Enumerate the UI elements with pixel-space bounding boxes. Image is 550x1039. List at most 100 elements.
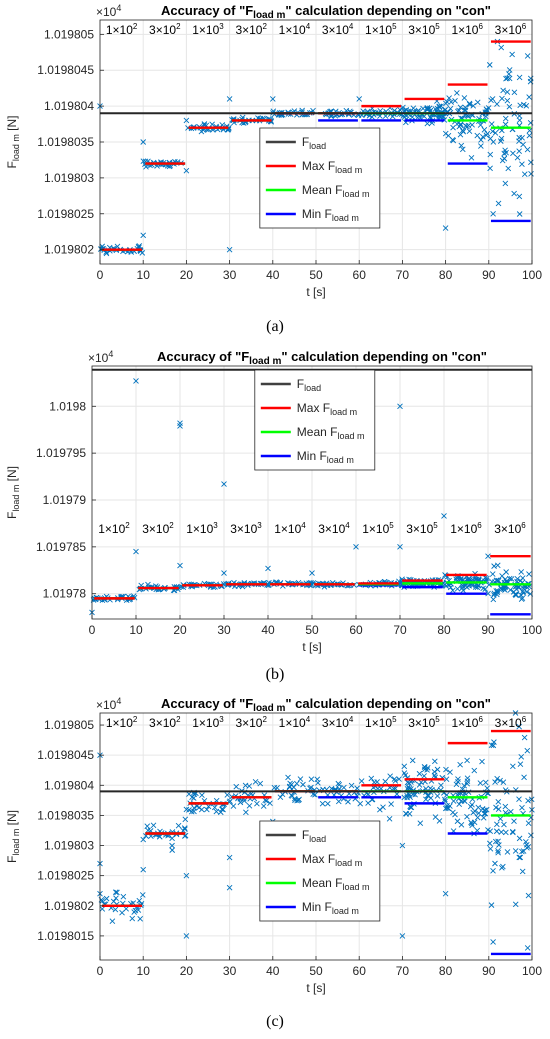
data-point xyxy=(510,763,516,770)
data-point xyxy=(500,779,507,786)
data-point xyxy=(109,918,116,924)
outlier-point xyxy=(490,210,496,217)
con-label: 1×106 xyxy=(451,715,483,730)
data-point xyxy=(518,592,524,598)
data-point xyxy=(114,889,120,896)
y-tick-label: 1.0198045 xyxy=(37,748,94,762)
x-tick-label: 100 xyxy=(522,964,542,978)
x-tick-label: 10 xyxy=(137,964,151,978)
data-point xyxy=(357,800,364,807)
data-point xyxy=(523,103,530,109)
data-point xyxy=(129,915,136,922)
con-label: 3×103 xyxy=(230,521,262,536)
data-point xyxy=(491,592,497,598)
data-point xyxy=(514,154,521,161)
data-point xyxy=(182,826,188,833)
chart-panel-c: 0 10 20 30 40 50 60 70 80 90 100 1.0198015 1.019802 1… xyxy=(0,695,550,1013)
con-label: 1×102 xyxy=(106,22,138,37)
con-label: 1×103 xyxy=(192,715,224,730)
data-point xyxy=(442,572,448,578)
panel-label-c: (c) xyxy=(266,1013,284,1030)
data-point xyxy=(525,892,532,899)
data-point xyxy=(436,103,443,110)
data-point xyxy=(401,763,408,770)
legend-label: Fload xyxy=(297,377,321,393)
chart-title: Accuracy of "Fload m" calculation depend… xyxy=(161,3,491,21)
con-label: 3×106 xyxy=(495,715,527,730)
x-tick-label: 90 xyxy=(482,964,496,978)
data-point xyxy=(314,776,321,783)
y-tick-label: 1.019802 xyxy=(44,243,94,257)
data-point xyxy=(181,825,188,831)
data-point xyxy=(480,134,486,140)
x-axis-label: t [s] xyxy=(302,640,321,654)
data-point xyxy=(252,778,259,785)
data-point xyxy=(139,250,146,256)
data-point xyxy=(443,776,450,782)
data-point xyxy=(312,791,318,798)
x-tick-label: 80 xyxy=(439,268,453,282)
y-exponent-label: ×104 xyxy=(88,349,113,365)
chart-title: Accuracy of "Fload m" calculation depend… xyxy=(161,696,491,714)
data-point xyxy=(452,98,458,104)
data-point xyxy=(457,121,464,128)
data-point xyxy=(480,814,487,821)
data-point xyxy=(484,785,491,791)
data-point xyxy=(455,778,461,785)
data-point xyxy=(481,807,488,814)
data-point xyxy=(513,591,519,598)
data-point xyxy=(491,739,497,745)
y-exponent-label: ×104 xyxy=(96,3,121,19)
data-point xyxy=(457,131,464,138)
con-label: 3×102 xyxy=(235,22,267,37)
data-point xyxy=(135,907,142,913)
data-point xyxy=(474,827,481,834)
data-point xyxy=(277,794,284,801)
data-point xyxy=(480,585,486,592)
data-point xyxy=(485,590,491,597)
con-label: 1×105 xyxy=(362,521,394,536)
y-exponent-label: ×104 xyxy=(96,696,121,712)
data-point xyxy=(468,819,474,826)
data-point xyxy=(103,250,110,257)
con-label: 1×104 xyxy=(279,715,311,730)
data-point xyxy=(461,782,468,789)
data-point xyxy=(267,800,273,807)
data-point xyxy=(442,796,448,803)
outlier-point xyxy=(226,246,233,253)
data-point xyxy=(502,587,508,593)
data-point xyxy=(464,775,471,781)
data-point xyxy=(271,784,278,791)
data-point xyxy=(489,96,496,102)
y-tick-label: 1.019804 xyxy=(44,99,94,113)
data-point xyxy=(503,569,509,575)
panel-label-b: (b) xyxy=(265,666,285,683)
x-tick-label: 70 xyxy=(393,623,407,637)
data-point xyxy=(455,776,461,782)
data-point xyxy=(488,902,495,908)
data-point xyxy=(260,803,267,809)
data-point xyxy=(371,779,377,786)
data-point xyxy=(525,797,531,804)
data-point xyxy=(319,800,326,807)
data-point xyxy=(490,596,497,603)
data-point xyxy=(462,104,469,111)
con-label: 3×102 xyxy=(142,521,174,536)
legend-label: Max Fload m xyxy=(302,159,362,175)
con-label: 1×105 xyxy=(365,22,397,37)
data-point xyxy=(511,818,517,825)
data-point xyxy=(496,842,502,848)
legend-label: Min Fload m xyxy=(302,900,359,916)
legend-label: Mean Fload m xyxy=(302,183,370,199)
con-label: 1×106 xyxy=(451,22,483,37)
data-point xyxy=(483,806,490,813)
data-point xyxy=(324,800,331,807)
data-point xyxy=(484,130,491,137)
legend-box xyxy=(259,127,381,229)
outlier-point xyxy=(441,513,447,519)
chart-panel-a: 0 10 20 30 40 50 60 70 80 90 100 1.019802 1.0198025 1… xyxy=(0,0,550,318)
data-point xyxy=(497,138,504,144)
data-point xyxy=(500,87,506,94)
y-tick-label: 1.019785 xyxy=(36,540,86,554)
data-point xyxy=(475,810,482,817)
